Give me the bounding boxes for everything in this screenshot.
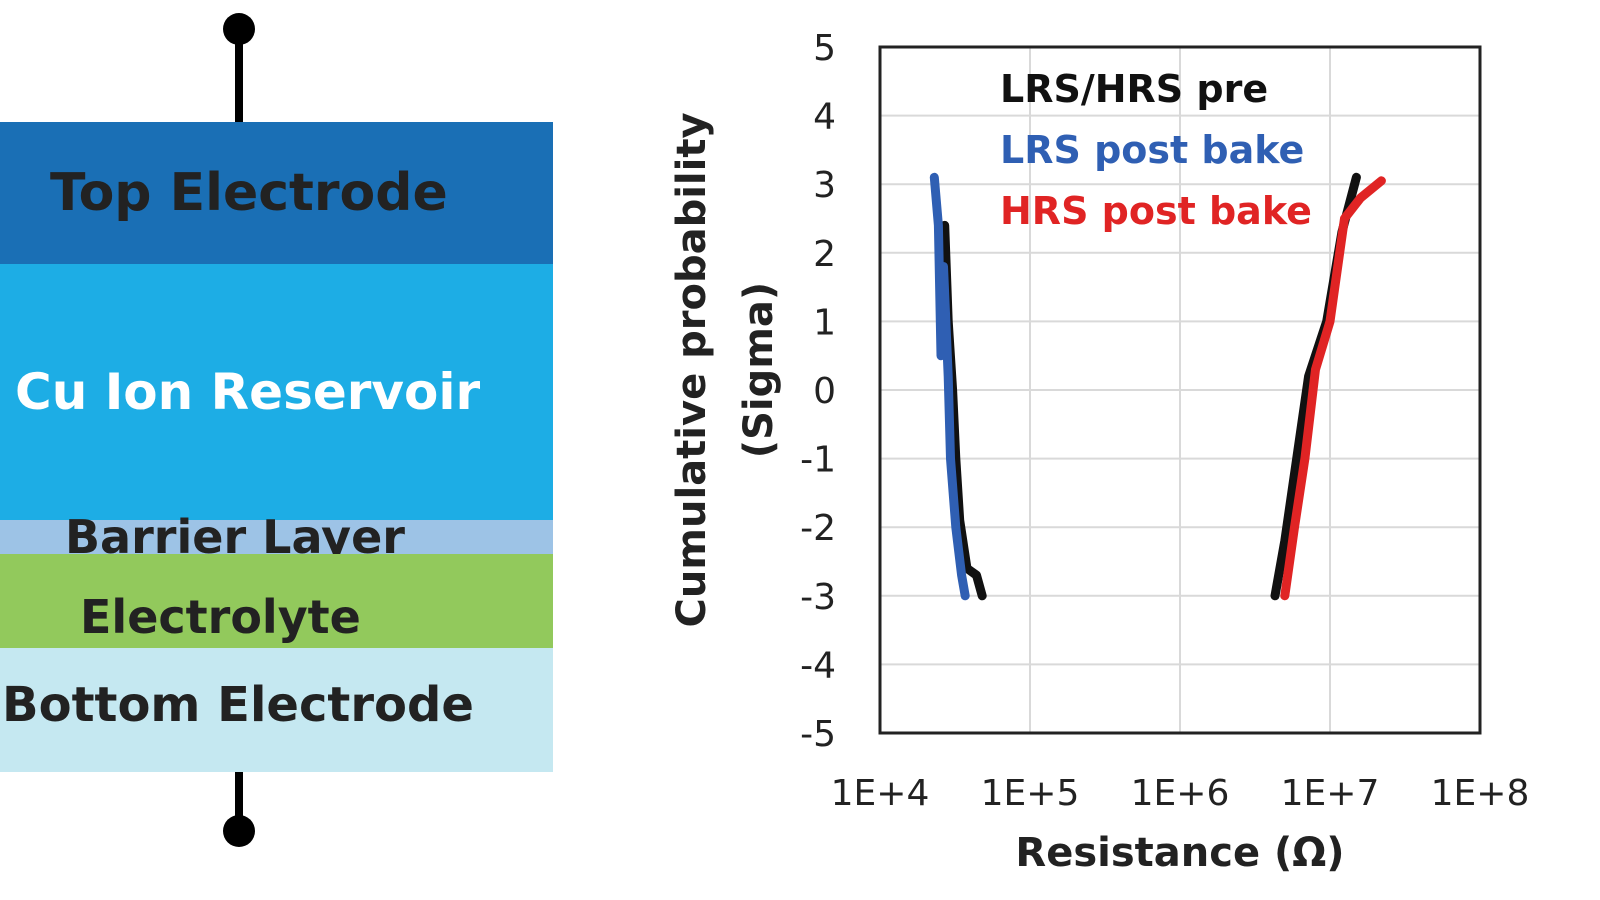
y-axis-label-line-2: (Sigma): [736, 282, 782, 458]
series-line-3: [1280, 176, 1386, 601]
chart-series: [929, 172, 1386, 601]
layer-electrolyte: Electrolyte: [0, 554, 553, 648]
y-tick-label-9: -4: [800, 645, 836, 686]
y-tick-label-7: -2: [800, 508, 836, 549]
x-tick-label-1: 1E+5: [981, 773, 1080, 814]
x-tick-label-3: 1E+7: [1281, 773, 1380, 814]
y-tick-label-4: 1: [813, 302, 836, 343]
layer-top-electrode-label: Top Electrode: [50, 163, 448, 223]
x-tick-label-0: 1E+4: [831, 773, 930, 814]
y-tick-label-5: 0: [813, 371, 836, 412]
x-tick-label-4: 1E+8: [1431, 773, 1530, 814]
x-axis-tick-labels: 1E+4 1E+5 1E+6 1E+7 1E+8: [831, 773, 1530, 814]
device-stack-diagram: Top Electrode Cu Ion Reservoir Barrier L…: [0, 0, 560, 900]
top-terminal-dot: [223, 13, 255, 45]
top-lead-wire: [235, 28, 243, 122]
layer-cu-ion-reservoir: Cu Ion Reservoir: [0, 264, 553, 520]
bottom-lead-wire: [235, 772, 243, 830]
plot-area-frame: [878, 45, 1482, 735]
bottom-terminal-dot: [223, 815, 255, 847]
y-axis-label: Cumulative probability (Sigma): [669, 112, 782, 627]
y-tick-label-1: 4: [813, 97, 836, 138]
legend-entry-1: LRS post bake: [1000, 128, 1304, 172]
x-axis-label: Resistance (Ω): [1015, 830, 1344, 876]
layer-electrolyte-label: Electrolyte: [80, 590, 361, 644]
y-tick-label-0: 5: [813, 28, 836, 69]
layer-barrier: Barrier Layer: [0, 510, 553, 564]
chart-legend: LRS/HRS pre LRS post bake HRS post bake: [1000, 67, 1312, 233]
layer-cu-ion-reservoir-label: Cu Ion Reservoir: [15, 363, 481, 421]
y-tick-label-6: -1: [800, 440, 836, 481]
series-line-1: [929, 172, 970, 601]
legend-entry-2: HRS post bake: [1000, 189, 1312, 233]
y-axis-label-line-1: Cumulative probability: [669, 112, 715, 627]
y-axis-tick-labels: 5 4 3 2 1 0 -1 -2 -3 -4 -5: [800, 28, 836, 755]
y-tick-label-8: -3: [800, 577, 836, 618]
layer-top-electrode: Top Electrode: [0, 122, 553, 264]
x-tick-label-2: 1E+6: [1131, 773, 1230, 814]
resistance-distribution-chart: 5 4 3 2 1 0 -1 -2 -3 -4 -5 1E+4 1E+5 1E+6 1E+7 1E+8 LR…: [669, 28, 1530, 876]
legend-entry-0: LRS/HRS pre: [1000, 67, 1268, 111]
y-tick-label-3: 2: [813, 234, 836, 275]
layer-bottom-electrode-label: Bottom Electrode: [2, 677, 474, 733]
y-tick-label-2: 3: [813, 165, 836, 206]
y-tick-label-10: -5: [800, 714, 836, 755]
layer-bottom-electrode: Bottom Electrode: [0, 648, 553, 772]
